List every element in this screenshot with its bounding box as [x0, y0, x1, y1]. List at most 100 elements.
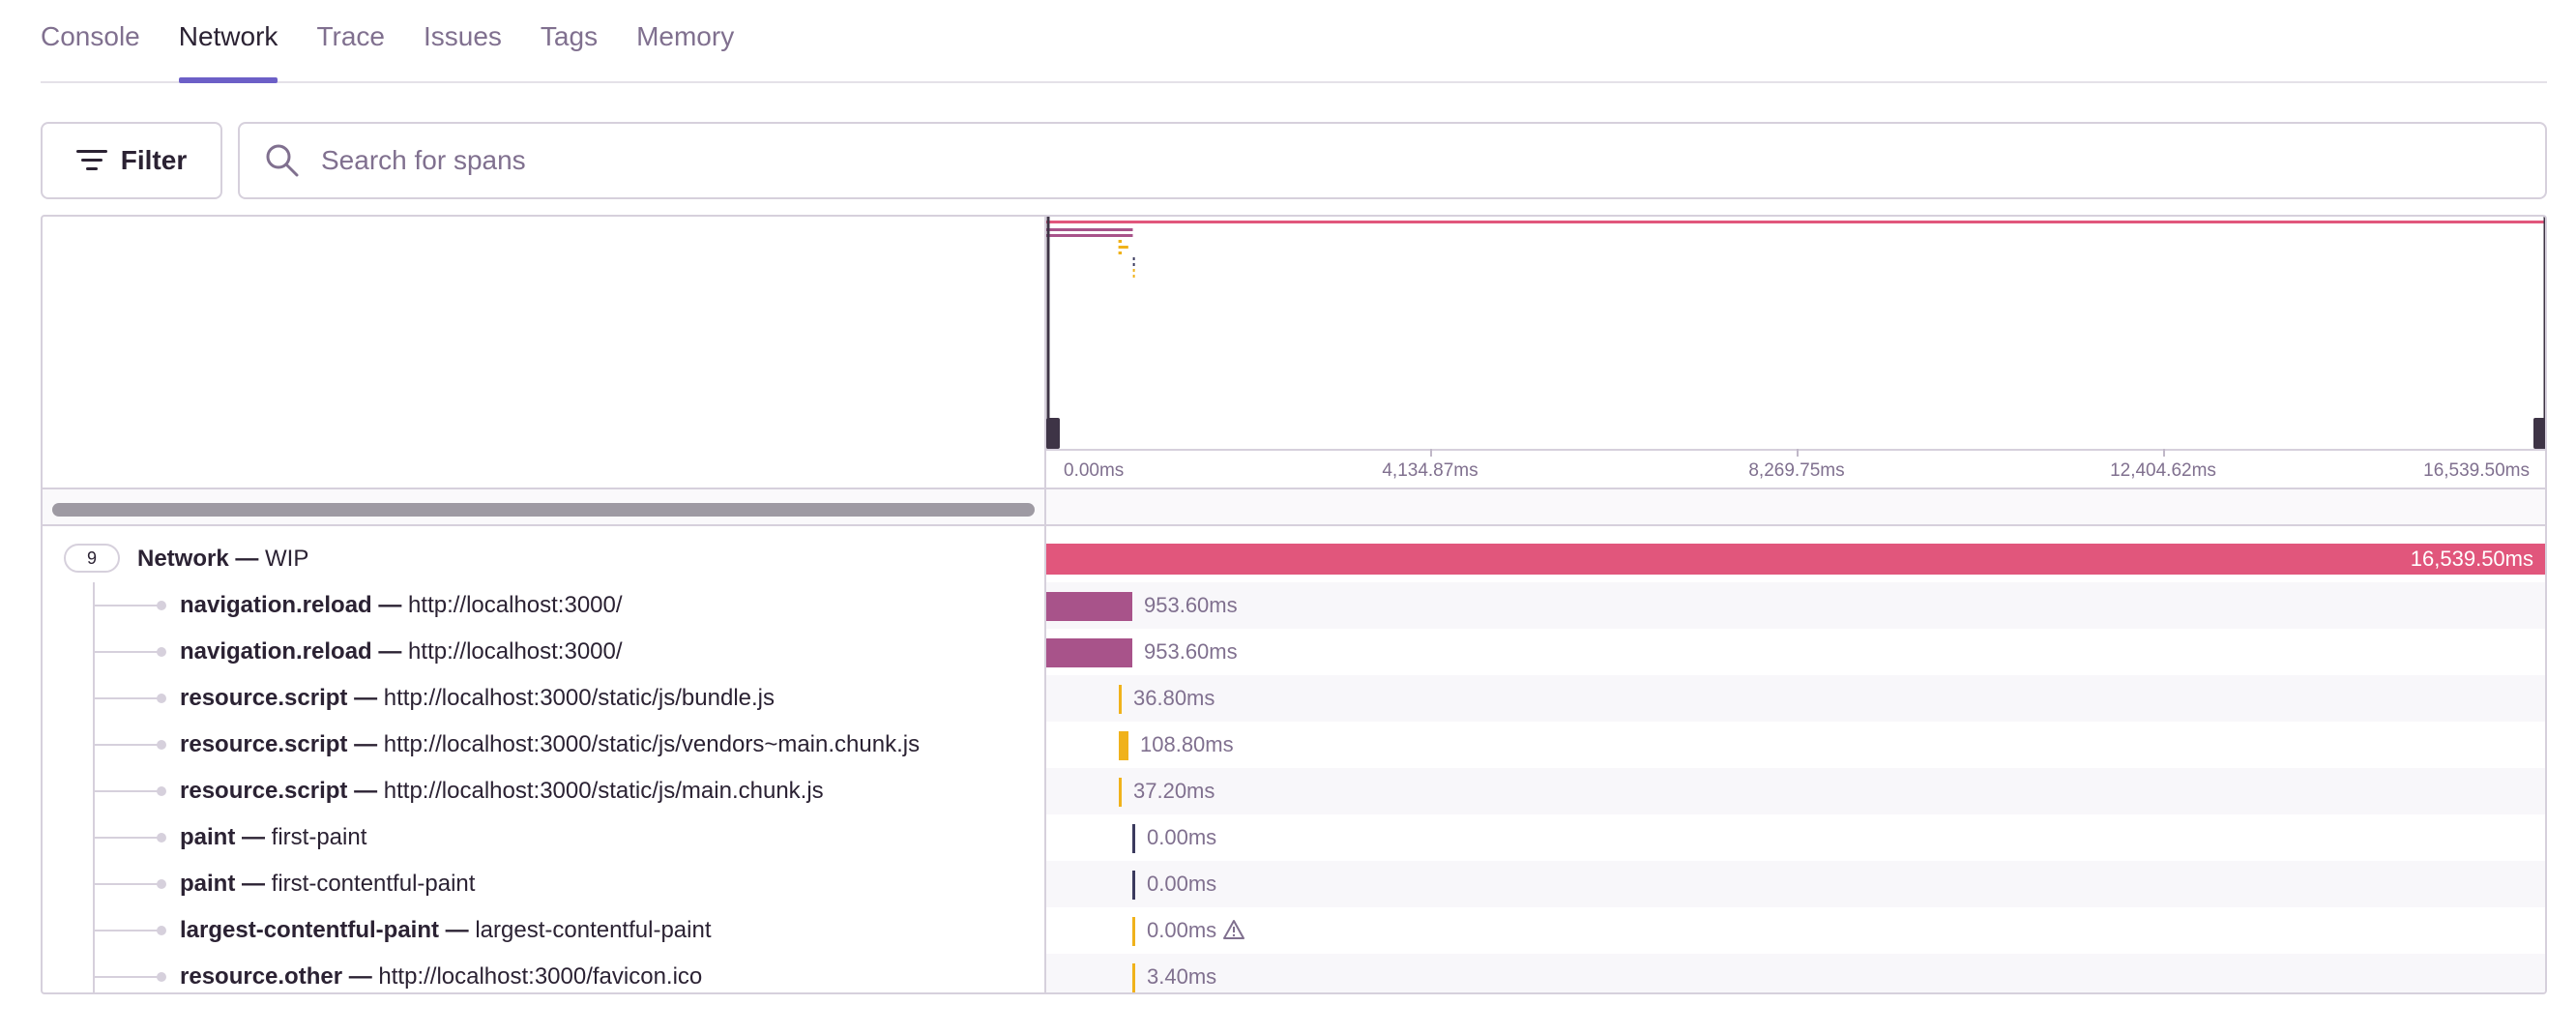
- tab-memory[interactable]: Memory: [636, 21, 735, 51]
- span-duration: 953.60ms: [1144, 593, 1238, 617]
- span-row[interactable]: paint — first-contentful-paint 0.00ms: [43, 861, 2545, 907]
- span-bar: [1046, 592, 1132, 621]
- horizontal-scrollbar[interactable]: [43, 488, 2545, 526]
- span-row[interactable]: navigation.reload — http://localhost:300…: [43, 629, 2545, 675]
- span-op: largest-contentful-paint: [180, 917, 439, 943]
- search-input[interactable]: [319, 131, 2545, 191]
- root-span-bar: [1046, 544, 2545, 575]
- tree-node-dot: [157, 926, 166, 935]
- span-duration: 36.80ms: [1133, 686, 1215, 710]
- minimap-right-handle[interactable]: [2533, 418, 2547, 449]
- span-label: navigation.reload — http://localhost:300…: [180, 629, 623, 675]
- span-duration: 37.20ms: [1133, 779, 1215, 803]
- span-sep: —: [347, 778, 384, 804]
- span-duration: 0.00ms: [1147, 825, 1217, 849]
- axis-tick: [2163, 449, 2165, 457]
- root-span-row[interactable]: 9 Network — WIP 16,539.50ms: [43, 536, 2545, 582]
- span-sep: —: [347, 731, 384, 757]
- span-row[interactable]: largest-contentful-paint — largest-conte…: [43, 907, 2545, 954]
- span-op: resource.script: [180, 778, 348, 804]
- minimap-span: [1132, 269, 1135, 272]
- span-sep: —: [235, 824, 272, 850]
- span-list: 9 Network — WIP 16,539.50ms navigation.r…: [43, 536, 2545, 992]
- span-op: paint: [180, 824, 236, 850]
- span-row[interactable]: resource.script — http://localhost:3000/…: [43, 768, 2545, 814]
- tree-connector-line: [93, 582, 95, 992]
- tree-node-dot: [157, 601, 166, 610]
- trace-view: 0.00ms 4,134.87ms 8,269.75ms 12,404.62ms 16,…: [41, 215, 2547, 994]
- minimap-span: [1046, 234, 1133, 237]
- tab-network[interactable]: Network: [178, 0, 278, 83]
- minimap-left-pane: [43, 217, 1044, 488]
- span-count-badge[interactable]: 9: [64, 544, 120, 573]
- span-sep: —: [371, 638, 409, 665]
- scrollbar-thumb[interactable]: [52, 503, 1035, 517]
- span-desc: first-paint: [271, 824, 367, 850]
- span-bar: [1132, 963, 1135, 992]
- span-op: navigation.reload: [180, 638, 372, 665]
- tab-tags[interactable]: Tags: [540, 21, 599, 51]
- tree-node-dot: [157, 647, 166, 657]
- root-span-op: Network: [137, 546, 229, 572]
- root-span-sep: —: [228, 546, 266, 572]
- tree-branch: [93, 744, 161, 746]
- span-op: navigation.reload: [180, 592, 372, 618]
- tree-branch: [93, 930, 161, 932]
- tree-branch: [93, 605, 161, 606]
- filter-label: Filter: [120, 145, 188, 175]
- root-span-duration: 16,539.50ms: [2410, 547, 2533, 571]
- minimap-left-handle[interactable]: [1046, 418, 1060, 449]
- axis-tick: [1797, 449, 1799, 457]
- axis-tick: [1430, 449, 1432, 457]
- tree-node-dot: [157, 786, 166, 796]
- span-row[interactable]: paint — first-paint 0.00ms: [43, 814, 2545, 861]
- span-duration: 3.40ms: [1147, 964, 1217, 989]
- tab-console[interactable]: Console: [41, 21, 140, 51]
- tree-node-dot: [157, 879, 166, 889]
- time-axis: 0.00ms 4,134.87ms 8,269.75ms 12,404.62ms 16,…: [1046, 449, 2545, 489]
- minimap-span: [1118, 240, 1123, 243]
- span-duration: 0.00ms: [1147, 918, 1217, 942]
- span-bar: [1132, 824, 1135, 853]
- tree-node-dot: [157, 833, 166, 843]
- axis-tick-label: 12,404.62ms: [2110, 460, 2216, 481]
- span-desc: http://localhost:3000/static/js/main.chu…: [383, 778, 824, 804]
- span-desc: http://localhost:3000/favicon.ico: [378, 963, 703, 990]
- span-op: paint: [180, 871, 236, 897]
- column-divider[interactable]: [1044, 217, 1046, 992]
- span-row[interactable]: resource.script — http://localhost:3000/…: [43, 675, 2545, 722]
- tree-branch: [93, 837, 161, 839]
- span-label: largest-contentful-paint — largest-conte…: [180, 907, 711, 954]
- span-row[interactable]: resource.other — http://localhost:3000/f…: [43, 954, 2545, 992]
- span-sep: —: [235, 871, 272, 897]
- span-duration: 108.80ms: [1140, 732, 1234, 756]
- span-row[interactable]: navigation.reload — http://localhost:300…: [43, 582, 2545, 629]
- span-desc: first-contentful-paint: [271, 871, 476, 897]
- minimap-root-span: [1046, 221, 2545, 223]
- span-bar: [1119, 685, 1122, 714]
- filter-icon: [75, 148, 107, 173]
- filter-button[interactable]: Filter: [41, 122, 222, 199]
- minimap-span: [1132, 263, 1135, 266]
- span-row[interactable]: resource.script — http://localhost:3000/…: [43, 722, 2545, 768]
- span-bar: [1046, 638, 1132, 667]
- tab-trace[interactable]: Trace: [316, 21, 385, 51]
- axis-tick-label: 4,134.87ms: [1382, 460, 1478, 481]
- minimap-span: [1118, 246, 1128, 249]
- tree-branch: [93, 790, 161, 792]
- warning-icon[interactable]: [1222, 919, 1245, 940]
- minimap-span: [1132, 257, 1135, 260]
- tab-issues[interactable]: Issues: [423, 21, 502, 51]
- minimap[interactable]: [1046, 217, 2547, 449]
- span-desc: http://localhost:3000/: [408, 638, 623, 665]
- span-desc: http://localhost:3000/: [408, 592, 623, 618]
- span-desc: largest-contentful-paint: [475, 917, 712, 943]
- tree-branch: [93, 697, 161, 699]
- search-box[interactable]: [238, 122, 2547, 199]
- tree-branch: [93, 976, 161, 978]
- span-op: resource.other: [180, 963, 343, 990]
- span-op: resource.script: [180, 731, 348, 757]
- minimap-span: [1132, 275, 1135, 278]
- span-duration: 953.60ms: [1144, 639, 1238, 664]
